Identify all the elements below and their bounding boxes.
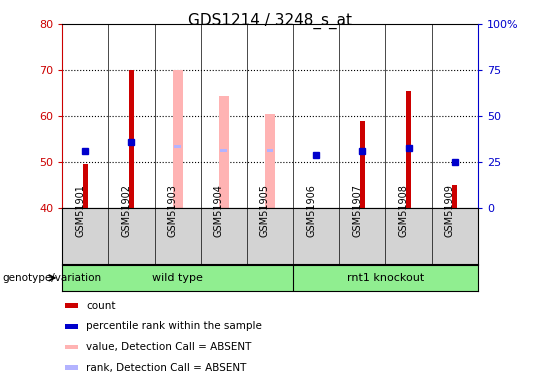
Bar [265, 114, 275, 208]
Text: count: count [86, 301, 116, 310]
Text: GSM51908: GSM51908 [399, 184, 409, 237]
Bar [83, 165, 87, 208]
Bar [360, 121, 364, 208]
Bar [453, 185, 457, 208]
Text: rank, Detection Call = ABSENT: rank, Detection Call = ABSENT [86, 363, 247, 372]
Text: GSM51909: GSM51909 [445, 184, 455, 237]
Text: wild type: wild type [152, 273, 203, 283]
Text: GSM51905: GSM51905 [260, 184, 270, 237]
Bar [129, 70, 134, 208]
Bar [219, 96, 229, 208]
Bar [172, 70, 183, 208]
Bar [220, 149, 227, 152]
Text: GDS1214 / 3248_s_at: GDS1214 / 3248_s_at [188, 13, 352, 29]
Bar [406, 91, 411, 208]
Bar [174, 144, 181, 148]
Text: GSM51904: GSM51904 [214, 184, 224, 237]
Bar [267, 149, 273, 152]
Text: percentile rank within the sample: percentile rank within the sample [86, 321, 262, 331]
Text: GSM51902: GSM51902 [122, 184, 131, 237]
Text: genotype/variation: genotype/variation [3, 273, 102, 283]
Text: rnt1 knockout: rnt1 knockout [347, 273, 424, 283]
Text: value, Detection Call = ABSENT: value, Detection Call = ABSENT [86, 342, 252, 352]
Text: GSM51907: GSM51907 [353, 184, 362, 237]
Text: GSM51901: GSM51901 [75, 184, 85, 237]
Text: GSM51903: GSM51903 [167, 184, 178, 237]
Text: GSM51906: GSM51906 [306, 184, 316, 237]
